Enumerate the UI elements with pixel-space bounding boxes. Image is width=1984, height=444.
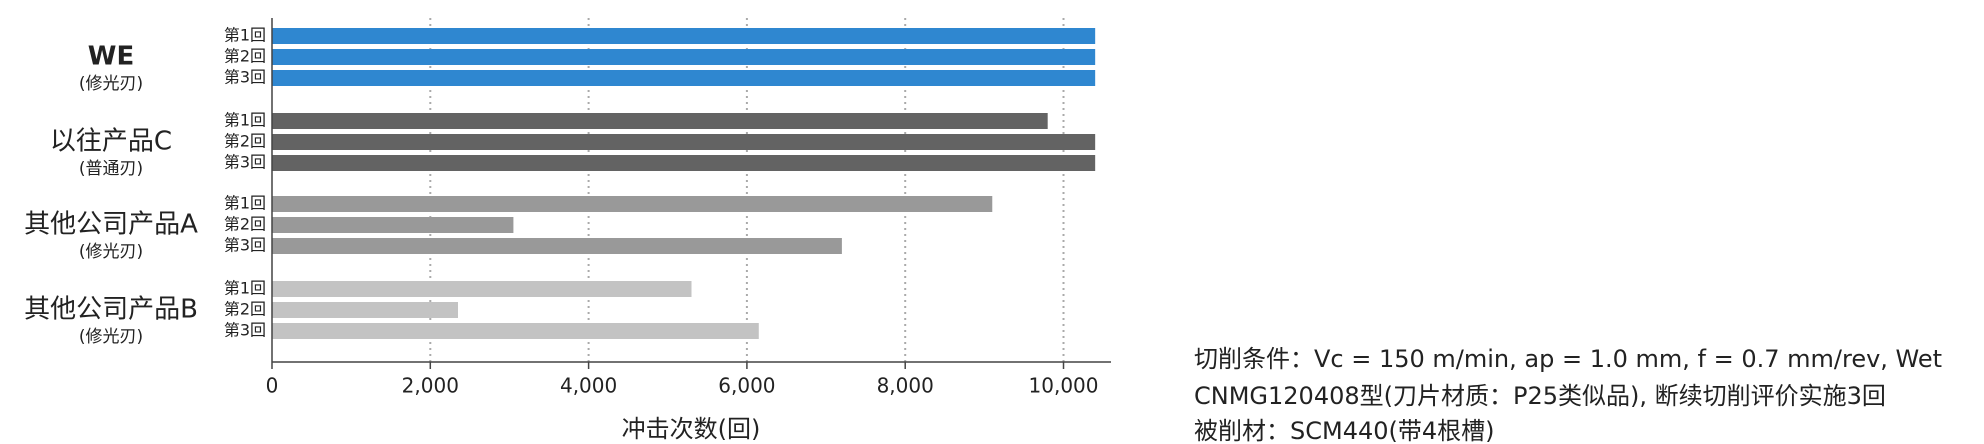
note: 被削材：SCM440(带4根槽) (1194, 417, 1495, 444)
note: 切削条件：Vc = 150 m/min, ap = 1.0 mm, f = 0.… (1194, 345, 1942, 373)
bar-label: 第1回 (224, 111, 266, 130)
bar-label: 第3回 (224, 321, 266, 340)
bar (272, 196, 993, 212)
bar (272, 134, 1096, 150)
group-note: (修光刃) (79, 74, 143, 94)
bar (272, 155, 1096, 171)
bar-label: 第3回 (224, 153, 266, 172)
group-label: 其他公司产品B (24, 295, 198, 325)
bar-label: 第1回 (224, 194, 266, 213)
group-note: (修光刃) (79, 327, 143, 347)
bar (272, 217, 514, 233)
group-label: WE (88, 42, 134, 72)
bar (272, 323, 759, 339)
bar-label: 第2回 (224, 215, 266, 234)
x-axis-label: 冲击次数(回) (622, 415, 761, 443)
x-tick-label: 0 (266, 374, 279, 398)
bar (272, 238, 842, 254)
bar (272, 113, 1048, 129)
bar-label: 第3回 (224, 68, 266, 87)
bar-label: 第2回 (224, 132, 266, 151)
x-tick-label: 6,000 (718, 374, 775, 398)
bar-label: 第3回 (224, 236, 266, 255)
x-tick-label: 10,000 (1029, 374, 1099, 398)
group-note: (修光刃) (79, 242, 143, 262)
x-tick-label: 4,000 (560, 374, 617, 398)
bar (272, 281, 692, 297)
group-note: (普通刃) (79, 159, 143, 179)
bar-label: 第1回 (224, 279, 266, 298)
bar-label: 第2回 (224, 47, 266, 66)
bar-label: 第2回 (224, 300, 266, 319)
group-label: 其他公司产品A (24, 210, 198, 240)
bar (272, 49, 1096, 65)
bar (272, 70, 1096, 86)
bar (272, 302, 459, 318)
x-tick-label: 2,000 (402, 374, 459, 398)
x-tick-label: 8,000 (877, 374, 934, 398)
bar-label: 第1回 (224, 26, 266, 45)
group-label: 以往产品C (50, 127, 172, 157)
bar (272, 28, 1096, 44)
note: CNMG120408型(刀片材质：P25类似品), 断续切削评价实施3回 (1194, 382, 1886, 410)
